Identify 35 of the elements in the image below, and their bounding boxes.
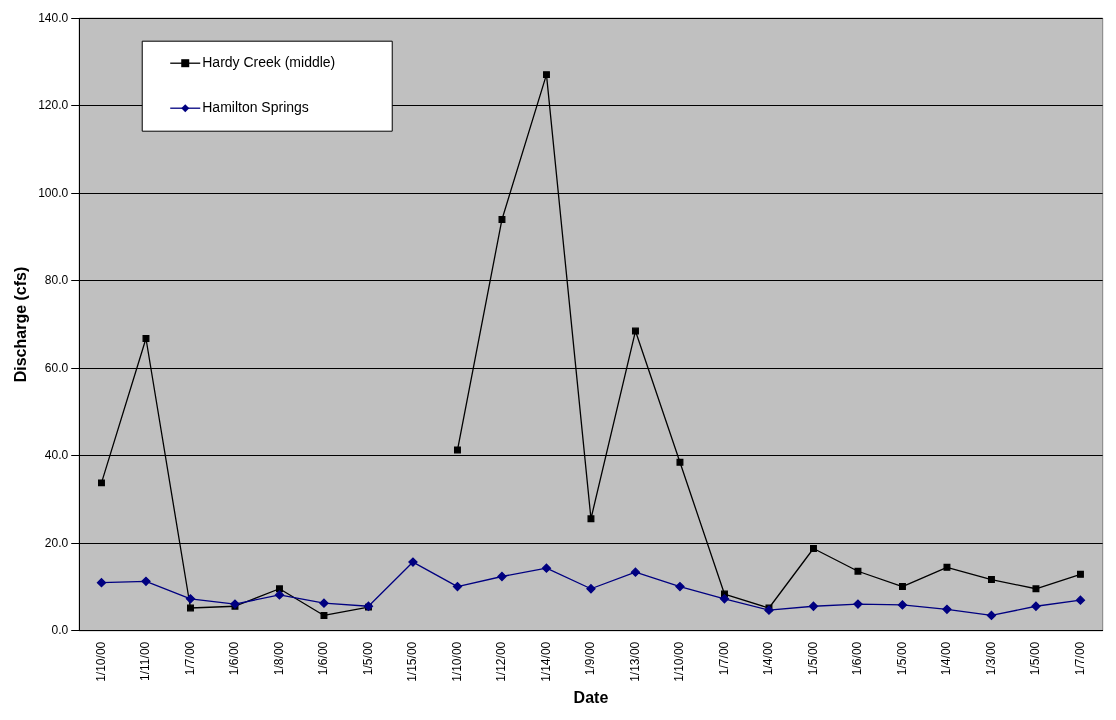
x-tick-label: 1/9/00	[583, 641, 598, 676]
x-tick-label: 1/11/00	[138, 641, 153, 681]
y-tick-label: 40.0	[44, 448, 69, 463]
y-tick-label: 20.0	[44, 535, 69, 550]
x-tick-label: 1/6/00	[850, 641, 865, 676]
x-tick-label: 1/5/00	[805, 641, 820, 676]
x-tick-label: 1/8/00	[271, 641, 286, 676]
y-tick-label: 60.0	[44, 360, 69, 375]
y-tick-label: 100.0	[38, 185, 69, 200]
legend-label: Hamilton Springs	[202, 99, 309, 116]
x-tick-label: 1/6/00	[316, 641, 331, 676]
x-tick-label: 1/6/00	[227, 641, 242, 676]
x-axis-title: Date	[573, 688, 609, 706]
x-tick-label: 1/7/00	[1072, 641, 1087, 676]
y-tick-label: 120.0	[38, 98, 69, 113]
x-tick-label: 1/7/00	[182, 641, 197, 676]
x-tick-label: 1/10/00	[449, 641, 464, 682]
x-tick-label: 1/10/00	[672, 641, 687, 682]
x-tick-label: 1/13/00	[627, 641, 642, 682]
y-tick-label: 140.0	[38, 10, 69, 25]
y-axis-title: Discharge (cfs)	[12, 266, 30, 383]
legend-label: Hardy Creek (middle)	[202, 54, 336, 71]
x-tick-label: 1/4/00	[939, 641, 954, 676]
y-tick-label: 0.0	[51, 623, 69, 638]
y-tick-label: 80.0	[44, 273, 69, 288]
x-tick-label: 1/14/00	[538, 641, 553, 682]
x-tick-label: 1/10/00	[93, 641, 108, 682]
x-tick-label: 1/5/00	[894, 641, 909, 676]
x-tick-label: 1/12/00	[494, 641, 509, 682]
x-tick-label: 1/5/00	[1028, 641, 1043, 676]
x-tick-label: 1/3/00	[983, 641, 998, 676]
x-tick-label: 1/15/00	[405, 641, 420, 682]
x-tick-label: 1/5/00	[360, 641, 375, 676]
x-tick-label: 1/7/00	[716, 641, 731, 676]
x-tick-label: 1/4/00	[761, 641, 776, 676]
